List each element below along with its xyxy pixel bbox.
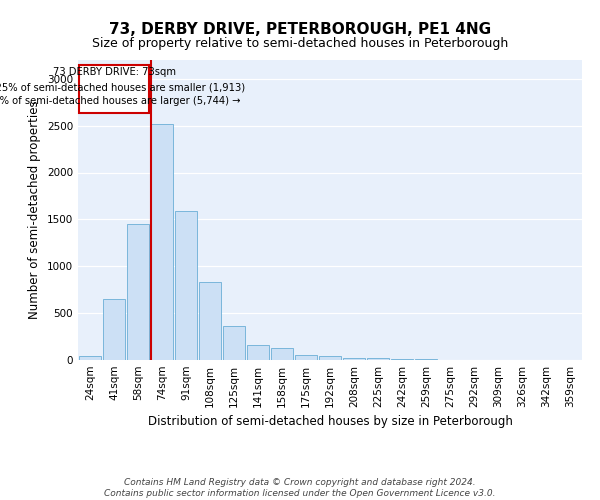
Bar	[343, 358, 365, 360]
Bar	[103, 299, 125, 360]
Text: 74% of semi-detached houses are larger (5,744) →: 74% of semi-detached houses are larger (…	[0, 96, 241, 106]
Bar	[247, 344, 269, 360]
Bar	[415, 359, 437, 360]
Bar	[271, 348, 293, 360]
Y-axis label: Number of semi-detached properties: Number of semi-detached properties	[28, 100, 41, 320]
Bar	[391, 359, 413, 360]
Text: Contains HM Land Registry data © Crown copyright and database right 2024.
Contai: Contains HM Land Registry data © Crown c…	[104, 478, 496, 498]
Bar	[127, 224, 149, 360]
Text: 73 DERBY DRIVE: 73sqm: 73 DERBY DRIVE: 73sqm	[53, 67, 176, 77]
FancyBboxPatch shape	[79, 64, 149, 112]
Text: Size of property relative to semi-detached houses in Peterborough: Size of property relative to semi-detach…	[92, 38, 508, 51]
Bar	[199, 282, 221, 360]
X-axis label: Distribution of semi-detached houses by size in Peterborough: Distribution of semi-detached houses by …	[148, 416, 512, 428]
Bar	[79, 356, 101, 360]
Text: 73, DERBY DRIVE, PETERBOROUGH, PE1 4NG: 73, DERBY DRIVE, PETERBOROUGH, PE1 4NG	[109, 22, 491, 38]
Bar	[319, 356, 341, 360]
Bar	[367, 358, 389, 360]
Text: ← 25% of semi-detached houses are smaller (1,913): ← 25% of semi-detached houses are smalle…	[0, 82, 245, 92]
Bar	[175, 211, 197, 360]
Bar	[223, 326, 245, 360]
Bar	[295, 355, 317, 360]
Bar	[151, 124, 173, 360]
